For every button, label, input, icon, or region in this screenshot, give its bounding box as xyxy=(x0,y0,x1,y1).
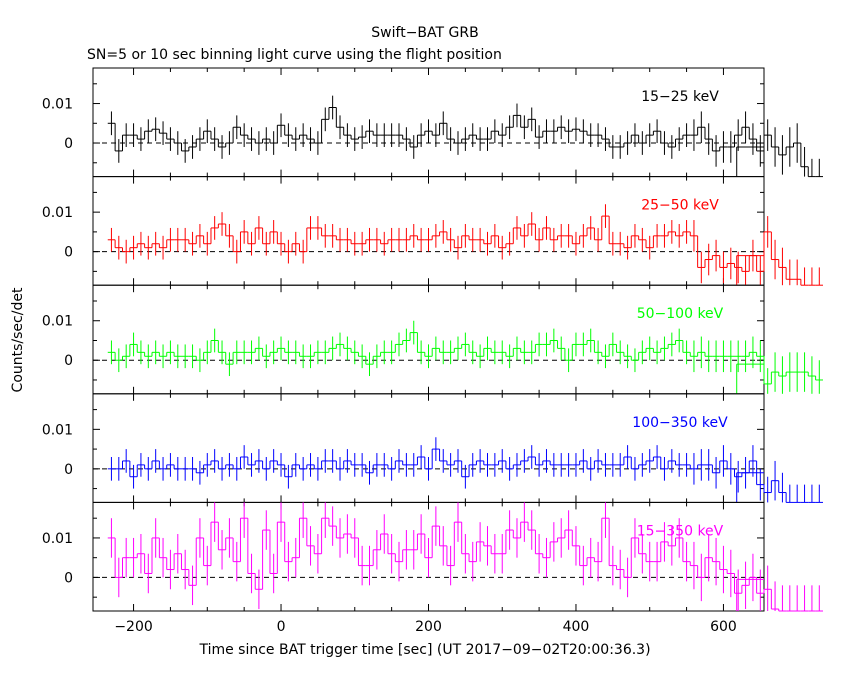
x-tick-label: 0 xyxy=(277,619,286,635)
y-tick-label: 0 xyxy=(64,570,73,586)
panel-15-25-kev: 0 0.01 15−25 keV xyxy=(42,67,823,178)
y-tick-label: 0.01 xyxy=(42,314,73,330)
x-tick-label: 200 xyxy=(415,619,442,635)
band-label-15-25-kev: 15−25 keV xyxy=(641,89,719,105)
panel-50-100-kev: 0 0.01 50−100 keV xyxy=(42,284,823,395)
x-axis: −200 0 200 400 600 xyxy=(114,619,736,635)
band-label-15-350-kev: 15−350 keV xyxy=(637,523,724,539)
y-tick-label: 0.01 xyxy=(42,205,73,221)
y-tick-label: 0 xyxy=(64,462,73,478)
x-tick-label: −200 xyxy=(114,619,152,635)
y-tick-label: 0 xyxy=(64,245,73,261)
band-label-25-50-kev: 25−50 keV xyxy=(641,198,719,214)
y-tick-label: 0.01 xyxy=(42,97,73,113)
chart-title: Swift−BAT GRB xyxy=(371,25,478,41)
band-label-50-100-kev: 50−100 keV xyxy=(637,306,724,322)
x-tick-label: 400 xyxy=(563,619,590,635)
panel-15-350-kev: 0 0.01 15−350 keV xyxy=(42,501,823,612)
panel-25-50-kev: 0 0.01 25−50 keV xyxy=(42,176,823,286)
y-tick-label: 0.01 xyxy=(42,531,73,547)
x-tick-label: 600 xyxy=(710,619,737,635)
y-tick-label: 0.01 xyxy=(42,422,73,438)
x-axis-label: Time since BAT trigger time [sec] (UT 20… xyxy=(198,642,650,658)
chart-subtitle: SN=5 or 10 sec binning light curve using… xyxy=(87,47,502,63)
y-tick-label: 0 xyxy=(64,136,73,152)
y-axis-label: Counts/sec/det xyxy=(10,287,26,392)
panels-group: 0 0.01 15−25 keV 0 0.01 25−50 keV 0 0.01 50−100 … xyxy=(42,67,823,612)
band-label-100-350-kev: 100−350 keV xyxy=(632,415,728,431)
y-tick-label: 0 xyxy=(64,353,73,369)
